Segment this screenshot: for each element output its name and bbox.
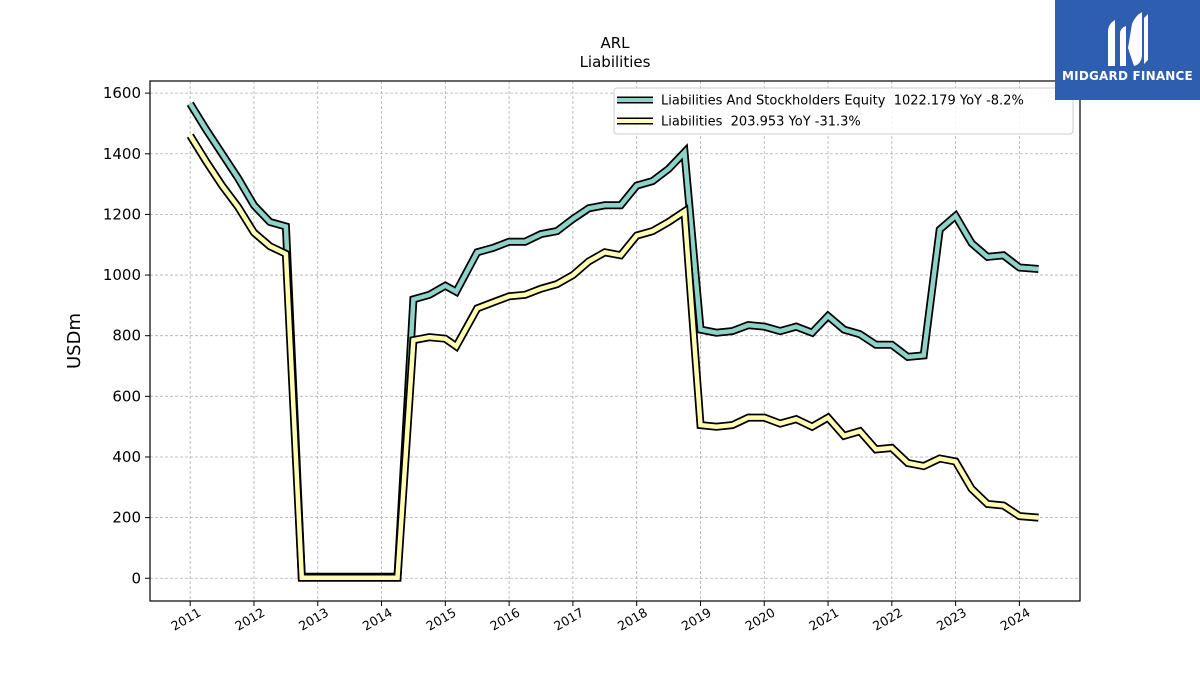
- y-tick-label: 1000: [103, 266, 141, 284]
- x-tick-label: 2022: [870, 605, 905, 634]
- x-tick-label: 2018: [615, 605, 650, 634]
- series-line-1: [188, 102, 1039, 579]
- x-tick-label: 2015: [424, 605, 459, 634]
- x-tick-label: 2023: [934, 605, 969, 634]
- legend-box: [613, 87, 1074, 135]
- y-tick-label: 600: [112, 387, 141, 405]
- axis-ticks: 0 200 400 600 800 1000 1200 1400 1600 2011 2012 201…: [103, 84, 1033, 633]
- grid-lines: [150, 81, 1080, 601]
- y-tick-label: 1600: [103, 84, 141, 102]
- brand-logo: MIDGARD FINANCE: [1055, 0, 1200, 100]
- logo-mark-icon: [1108, 12, 1148, 66]
- logo-text: MIDGARD FINANCE: [1062, 69, 1193, 83]
- x-tick-label: 2019: [679, 605, 714, 634]
- chart-title: ARL: [600, 34, 630, 52]
- y-tick-label: 400: [112, 448, 141, 466]
- x-tick-label: 2020: [742, 605, 777, 634]
- plot-frame: [149, 80, 1081, 602]
- x-tick-label: 2017: [551, 605, 586, 634]
- y-tick-label: 1400: [103, 145, 141, 163]
- plot-area: [186, 101, 1039, 582]
- x-tick-label: 2012: [232, 605, 267, 634]
- series-outline-1: [186, 101, 1039, 581]
- series-line-2: [188, 134, 1039, 580]
- x-tick-label: 2021: [806, 605, 841, 634]
- y-tick-label: 0: [131, 569, 141, 587]
- y-tick-label: 200: [112, 509, 141, 527]
- chart-subtitle: Liabilities: [580, 53, 651, 71]
- x-tick-label: 2011: [168, 605, 203, 634]
- x-tick-label: 2014: [360, 605, 395, 634]
- x-tick-label: 2013: [296, 605, 331, 634]
- legend: Liabilities And Stockholders Equity 1022…: [613, 87, 1074, 135]
- x-tick-label: 2024: [998, 605, 1033, 634]
- y-axis-label: USDm: [64, 313, 85, 369]
- legend-label-1: Liabilities And Stockholders Equity 1022…: [661, 94, 1024, 109]
- x-tick-label: 2016: [487, 605, 522, 634]
- legend-label-2: Liabilities 203.953 YoY -31.3%: [661, 115, 861, 130]
- y-tick-label: 800: [112, 327, 141, 345]
- y-tick-label: 1200: [103, 205, 141, 223]
